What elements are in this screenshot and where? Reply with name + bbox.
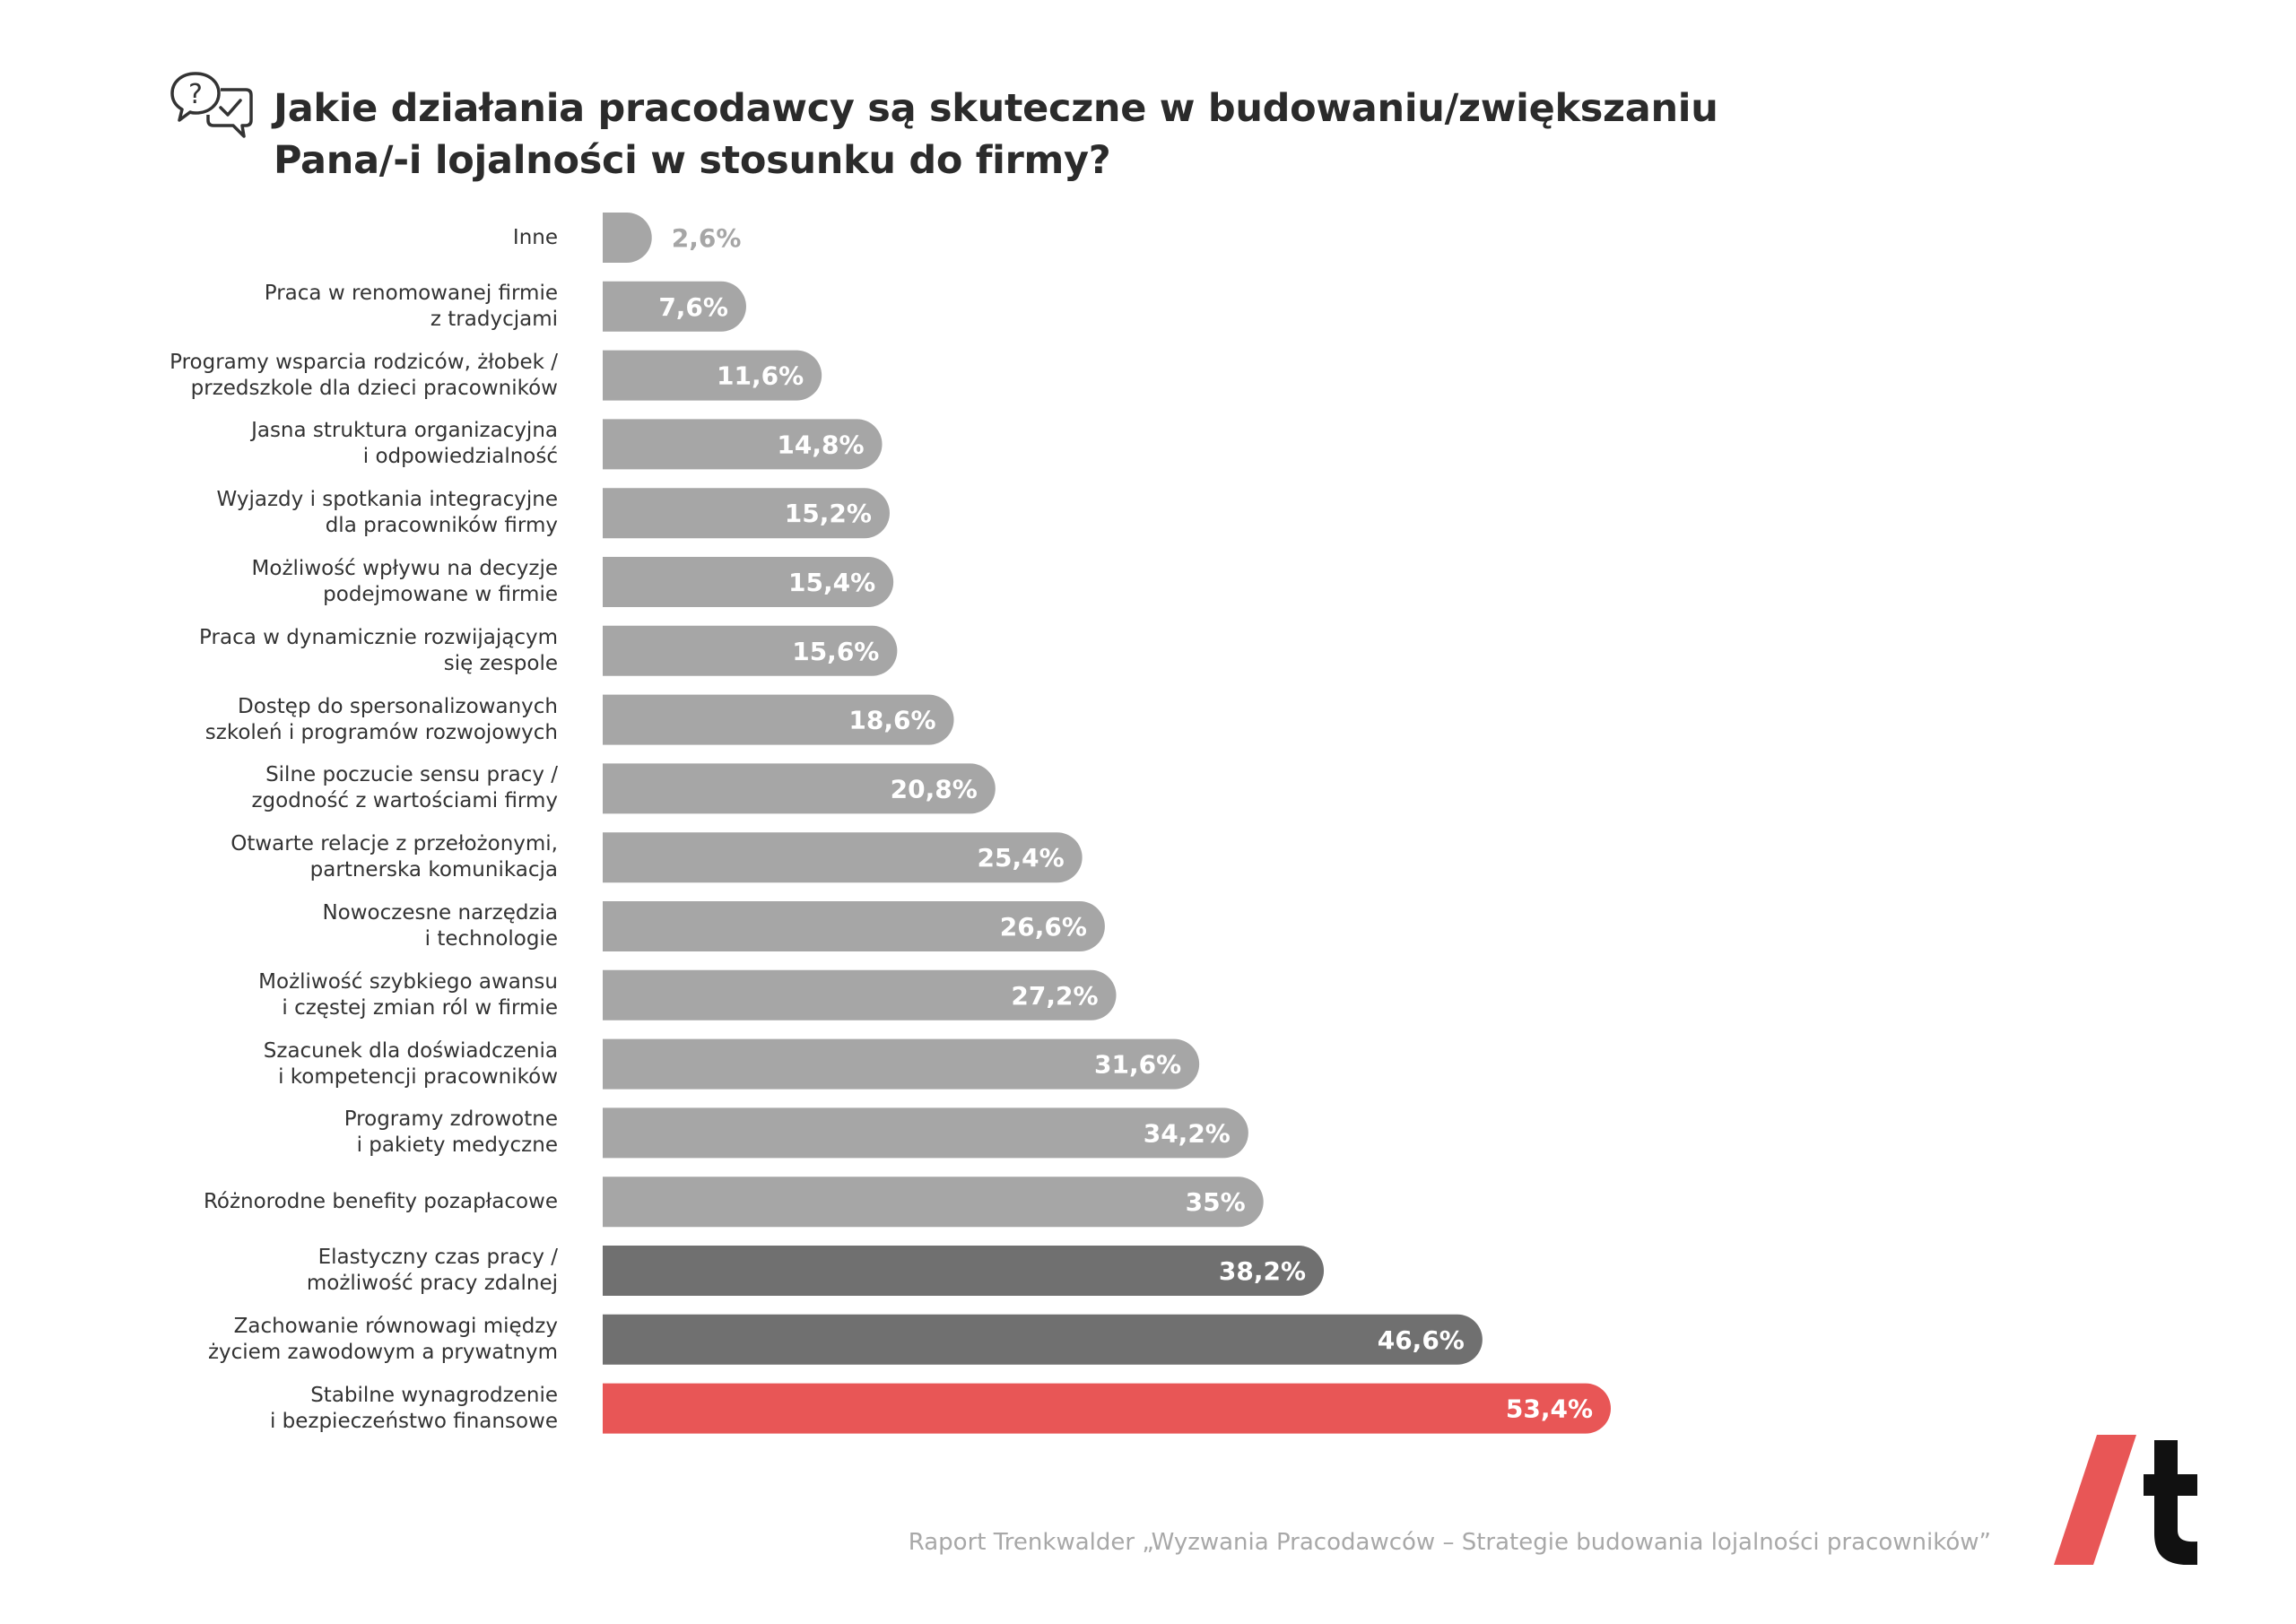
bar-value-label: 15,6% [792, 637, 879, 666]
category-label-line: i bezpieczeństwo finansowe [269, 1409, 558, 1433]
bar [603, 625, 898, 676]
chart-title-line-1: Jakie działania pracodawcy są skuteczne … [274, 86, 1718, 131]
chart-title-line-2: Pana/-i lojalności w stosunku do firmy? [274, 138, 1111, 183]
bar-value-label: 46,6% [1378, 1325, 1465, 1355]
bar-value-label: 35% [1186, 1187, 1246, 1217]
category-label-line: partnerska komunikacja [309, 858, 558, 882]
category-label-line: szkoleń i programów rozwojowych [204, 720, 558, 744]
category-label-line: przedszkole dla dzieci pracowników [190, 376, 558, 400]
category-label: Programy zdrowotne i pakiety medyczne [0, 1107, 558, 1159]
bar-value-label: 2,6% [672, 223, 742, 253]
bar [603, 694, 954, 745]
category-label-line: Inne [512, 225, 558, 249]
category-label-line: podejmowane w firmie [323, 583, 558, 606]
bar-value-label: 26,6% [1000, 912, 1087, 942]
category-label-line: i pakiety medyczne [356, 1133, 558, 1158]
category-label: Nowoczesne narzędzia i technologie [0, 900, 558, 952]
category-label-line: Nowoczesne narzędzia [322, 901, 558, 925]
category-label-line: możliwość pracy zdalnej [306, 1272, 558, 1295]
source-footer: Raport Trenkwalder „Wyzwania Pracodawców… [908, 1529, 1991, 1556]
logo-letter-t [2144, 1440, 2197, 1565]
category-label-line: zgodność z wartościami firmy [251, 789, 558, 813]
category-label: Inne [0, 225, 558, 251]
category-label: Zachowanie równowagi między życiem zawodo… [0, 1314, 558, 1366]
category-label-line: dla pracowników firmy [325, 514, 558, 538]
category-label-line: Dostęp do spersonalizowanych [238, 694, 558, 718]
bar-value-label: 14,8% [777, 430, 864, 459]
bar [603, 763, 996, 814]
svg-text:?: ? [188, 79, 203, 110]
category-label-line: z tradycjami [430, 307, 558, 331]
category-label: Programy wsparcia rodziców, żłobek / prze… [0, 350, 558, 402]
category-label-line: Programy wsparcia rodziców, żłobek / [170, 350, 558, 374]
category-label: Stabilne wynagrodzenie i bezpieczeństwo f… [0, 1383, 558, 1435]
trenkwalder-logo [2054, 1435, 2197, 1565]
bar-value-label: 38,2% [1219, 1256, 1306, 1286]
category-label: Możliwość szybkiego awansu i częstej zmia… [0, 969, 558, 1021]
category-label-line: Zachowanie równowagi między [233, 1314, 558, 1338]
category-label-line: i kompetencji pracowników [278, 1064, 558, 1089]
bar [603, 1246, 1325, 1296]
logo-slash [2054, 1435, 2136, 1565]
category-label-line: Możliwość wpływu na decyzje [251, 557, 558, 580]
category-label-line: i odpowiedzialność [362, 445, 558, 469]
bar [603, 557, 894, 607]
category-label: Szacunek dla doświadczenia i kompetencji … [0, 1038, 558, 1090]
bar [603, 1038, 1200, 1090]
category-label: Możliwość wpływu na decyzje podejmowane w… [0, 556, 558, 608]
category-label: Elastyczny czas pracy / możliwość pracy z… [0, 1245, 558, 1297]
bar [603, 1383, 1612, 1434]
category-label: Otwarte relacje z przełożonymi, partnersk… [0, 831, 558, 883]
bar [603, 1314, 1483, 1365]
category-label-line: Otwarte relacje z przełożonymi, [230, 832, 558, 856]
bar [603, 419, 883, 470]
bar [603, 213, 652, 263]
bar [603, 488, 890, 539]
category-label: Praca w renomowanej firmie z tradycjami [0, 281, 558, 333]
bar-value-label: 53,4% [1506, 1394, 1593, 1424]
category-label: Różnorodne benefity pozapłacowe [0, 1189, 558, 1215]
category-label-line: Silne poczucie sensu pracy / [265, 763, 558, 787]
bar-value-label: 25,4% [977, 843, 1064, 873]
bar-value-label: 7,6% [658, 292, 728, 322]
bar [603, 832, 1083, 883]
category-label-line: Szacunek dla doświadczenia [263, 1038, 558, 1063]
category-label-line: Praca w renomowanej firmie [264, 281, 558, 305]
category-label-line: Jasna struktura organizacyjna [251, 419, 558, 443]
bar [603, 350, 822, 401]
category-label: Praca w dynamicznie rozwijającym się zesp… [0, 625, 558, 677]
category-label-line: życiem zawodowym a prywatnym [207, 1340, 558, 1364]
bar [603, 901, 1105, 951]
category-label: Wyjazdy i spotkania integracyjne dla prac… [0, 487, 558, 539]
bar-value-label: 34,2% [1144, 1118, 1231, 1148]
bar [603, 281, 746, 332]
category-label-line: Możliwość szybkiego awansu [258, 969, 558, 994]
category-label-line: Programy zdrowotne [344, 1107, 558, 1132]
bar [603, 1107, 1248, 1159]
bar-value-label: 20,8% [891, 774, 978, 803]
bar [603, 1177, 1264, 1228]
category-label-line: się zespole [443, 651, 558, 675]
category-label-line: Praca w dynamicznie rozwijającym [199, 625, 558, 649]
bar-value-label: 15,4% [788, 568, 875, 597]
category-label-line: i częstej zmian ról w firmie [282, 995, 558, 1020]
question-check-chat-icon: ? [170, 72, 253, 138]
bar-value-label: 18,6% [848, 706, 935, 735]
category-label-line: Różnorodne benefity pozapłacowe [203, 1189, 558, 1213]
bar-value-label: 15,2% [785, 499, 872, 528]
category-label: Jasna struktura organizacyjna i odpowiedz… [0, 418, 558, 470]
category-label-line: Elastyczny czas pracy / [317, 1246, 558, 1269]
bar-value-label: 31,6% [1094, 1050, 1181, 1080]
bar-value-label: 11,6% [717, 361, 804, 391]
category-label-line: Wyjazdy i spotkania integracyjne [216, 488, 558, 512]
bar-value-label: 27,2% [1011, 981, 1098, 1011]
category-label-line: i technologie [424, 927, 558, 951]
category-label: Dostęp do spersonalizowanych szkoleń i pr… [0, 694, 558, 746]
bar [603, 969, 1117, 1020]
chart-title: Jakie działania pracodawcy są skuteczne … [274, 83, 1718, 187]
category-label-line: Stabilne wynagrodzenie [310, 1383, 558, 1407]
category-label: Silne poczucie sensu pracy / zgodność z w… [0, 762, 558, 814]
